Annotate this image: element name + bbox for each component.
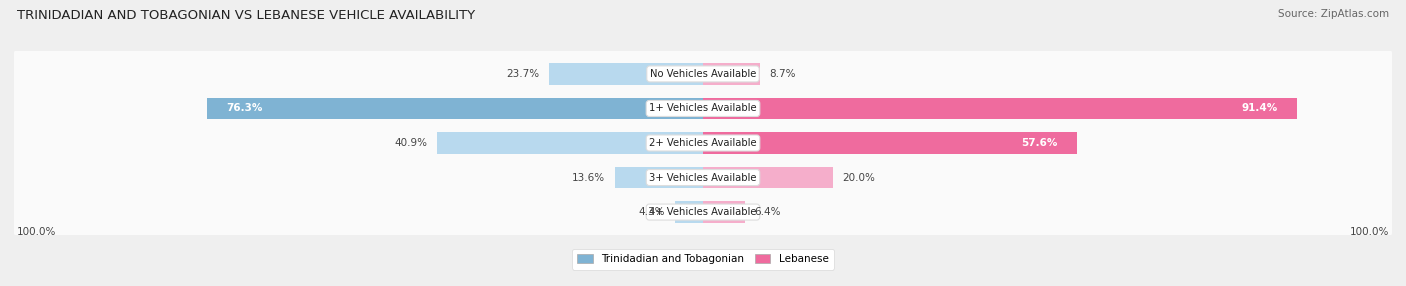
Text: No Vehicles Available: No Vehicles Available [650,69,756,79]
Text: TRINIDADIAN AND TOBAGONIAN VS LEBANESE VEHICLE AVAILABILITY: TRINIDADIAN AND TOBAGONIAN VS LEBANESE V… [17,9,475,21]
Text: 57.6%: 57.6% [1022,138,1057,148]
Text: 3+ Vehicles Available: 3+ Vehicles Available [650,172,756,182]
Bar [614,167,703,188]
Text: 1+ Vehicles Available: 1+ Vehicles Available [650,104,756,114]
Bar [703,98,1298,119]
Text: 4.3%: 4.3% [638,207,665,217]
Bar [548,63,703,85]
Bar [703,167,832,188]
Text: Source: ZipAtlas.com: Source: ZipAtlas.com [1278,9,1389,19]
Bar [703,63,759,85]
Text: 100.0%: 100.0% [17,227,56,237]
Text: 76.3%: 76.3% [226,104,263,114]
FancyBboxPatch shape [14,154,1392,201]
Bar [675,201,703,223]
Text: 13.6%: 13.6% [572,172,605,182]
Text: 8.7%: 8.7% [769,69,796,79]
FancyBboxPatch shape [14,188,1392,236]
Bar [703,201,745,223]
Bar [207,98,703,119]
Text: 4+ Vehicles Available: 4+ Vehicles Available [650,207,756,217]
Bar [437,132,703,154]
Text: 20.0%: 20.0% [842,172,876,182]
Text: 2+ Vehicles Available: 2+ Vehicles Available [650,138,756,148]
Text: 100.0%: 100.0% [1350,227,1389,237]
FancyBboxPatch shape [14,120,1392,166]
FancyBboxPatch shape [14,85,1392,132]
Legend: Trinidadian and Tobagonian, Lebanese: Trinidadian and Tobagonian, Lebanese [572,249,834,270]
Bar [703,132,1077,154]
Text: 23.7%: 23.7% [506,69,540,79]
Text: 40.9%: 40.9% [395,138,427,148]
FancyBboxPatch shape [14,50,1392,98]
Text: 6.4%: 6.4% [755,207,780,217]
Text: 91.4%: 91.4% [1241,104,1278,114]
